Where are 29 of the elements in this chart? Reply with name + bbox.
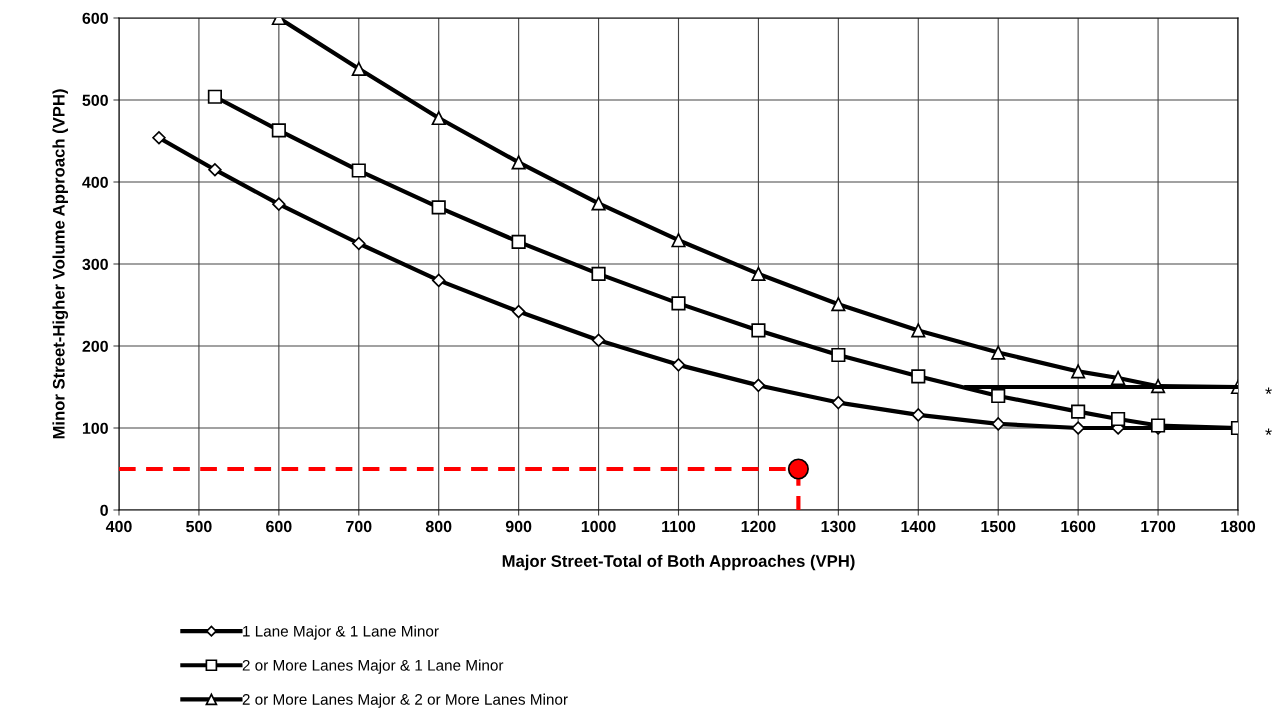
x-tick-label: 1300 [821,520,856,533]
legend-label: 1 Lane Major & 1 Lane Minor [243,625,439,640]
x-tick-label: 700 [346,520,372,533]
x-tick-label: 900 [505,520,532,533]
y-tick-label: 500 [82,94,108,106]
x-tick-label: 1700 [1141,520,1176,533]
y-axis-title: Minor Street-Higher Volume Approach (VPH) [52,89,69,439]
x-tick-label: 1400 [901,520,936,533]
x-tick-label: 800 [425,520,452,533]
y-tick-label: 200 [82,340,108,352]
y-tick-label: 600 [82,12,108,24]
x-tick-label: 1800 [1221,520,1256,533]
y-tick-label: 100 [82,422,108,434]
legend-label: 2 or More Lanes Major & 1 Lane Minor [242,659,504,674]
x-tick-label: 600 [266,520,292,533]
x-tick-label: 1600 [1061,520,1096,533]
x-tick-label: 1200 [741,520,776,533]
y-tick-label: 400 [82,176,108,188]
x-tick-label: 1500 [981,520,1016,533]
y-tick-label: 300 [82,258,108,270]
x-axis-title: Major Street-Total of Both Approaches (VPH) [502,554,855,571]
x-tick-label: 400 [105,520,132,533]
annotation: * [1265,428,1272,435]
x-tick-label: 1000 [581,520,616,533]
x-tick-label: 500 [186,520,212,533]
x-tick-label: 1100 [662,520,696,533]
annotation: * [1265,387,1272,394]
legend-label: 2 or More Lanes Major & 2 or More Lanes Minor [242,693,568,708]
y-tick-label: 0 [100,504,108,516]
